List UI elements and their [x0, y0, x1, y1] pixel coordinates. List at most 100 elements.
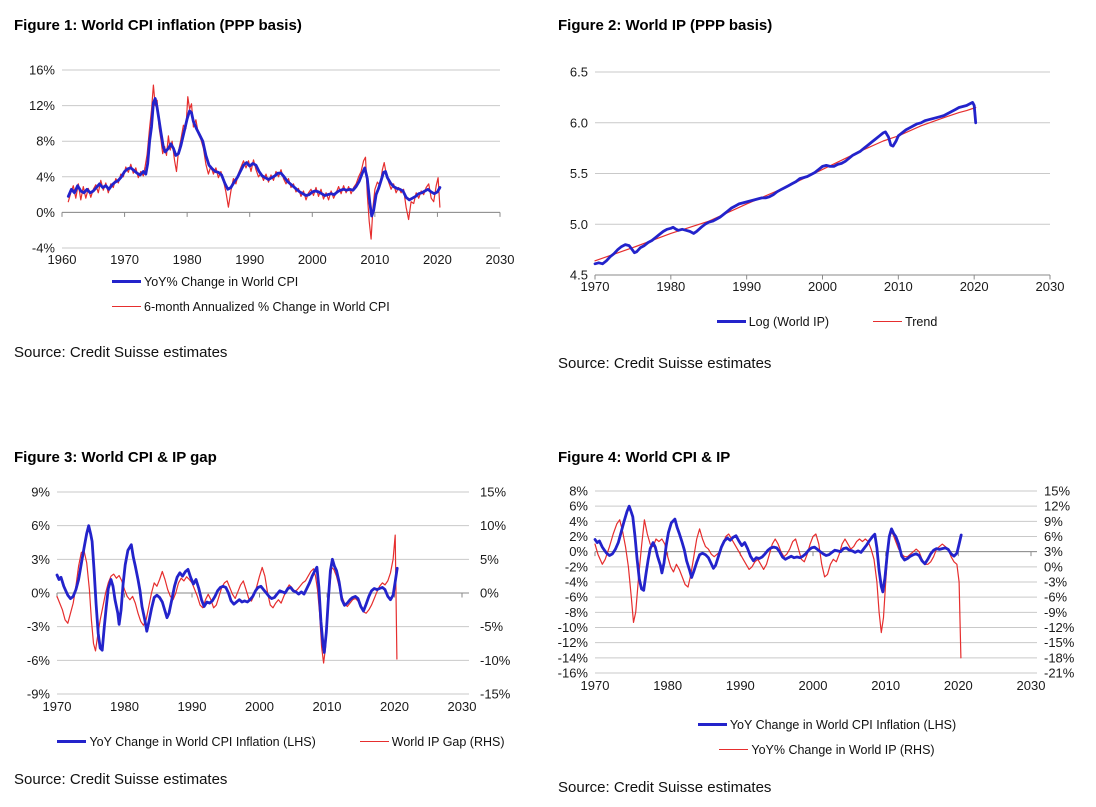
legend-label: Log (World IP) [748, 314, 830, 329]
series-line-red [67, 84, 441, 240]
figure1-legend: YoY% Change in World CPI 6-month Annualiz… [14, 272, 548, 316]
y-axis-tick-label: 4% [36, 169, 55, 184]
y2-axis-tick-label: -9% [1044, 605, 1068, 620]
y2-axis-tick-label: 15% [1044, 484, 1070, 499]
legend-label: 6-month Annualized % Change in World CPI [144, 299, 390, 314]
y-axis-tick-label: 9% [31, 485, 50, 500]
x-axis-tick-label: 2000 [799, 678, 828, 693]
x-axis-tick-label: 2030 [1017, 678, 1046, 693]
figure4-source: Source: Credit Suisse estimates [558, 779, 772, 796]
x-axis-tick-label: 2020 [380, 699, 409, 714]
y-axis-tick-label: 6.0 [570, 115, 588, 130]
legend-item: YoY Change in World CPI Inflation (LHS) [57, 735, 316, 749]
x-axis-tick-label: 2010 [313, 699, 342, 714]
y-axis-tick-label: -10% [558, 620, 588, 635]
y2-axis-tick-label: -12% [1044, 620, 1075, 635]
legend-row: YoY Change in World CPI Inflation (LHS) W… [14, 732, 548, 751]
x-axis-tick-label: 2000 [808, 279, 837, 294]
figure2-title: Figure 2: World IP (PPP basis) [558, 17, 773, 34]
y-axis-tick-label: 4% [569, 514, 588, 529]
legend-label: YoY% Change in World CPI [144, 274, 299, 289]
series-line-red [594, 106, 977, 262]
y2-axis-tick-label: -5% [480, 619, 504, 634]
y-axis-tick-label: 2% [569, 529, 588, 544]
figure4-title: Figure 4: World CPI & IP [558, 449, 731, 466]
y-axis-tick-label: -6% [565, 590, 589, 605]
legend-line-sample [112, 279, 141, 284]
x-axis-tick-label: 1960 [48, 252, 77, 267]
series-line-blue [55, 524, 399, 654]
x-axis-tick-label: 1970 [110, 252, 139, 267]
series-line-blue [593, 504, 963, 594]
x-axis-tick-label: 2000 [298, 252, 327, 267]
x-axis-tick-label: 1980 [656, 279, 685, 294]
legend-line-sample [359, 740, 389, 743]
legend-item: YoY% Change in World IP (RHS) [719, 743, 935, 757]
figure4-panel: Figure 4: World CPI & IP 8% 15% 6% 12% 4% 9% 2… [548, 434, 1096, 807]
legend-label: Trend [905, 314, 938, 329]
y2-axis-tick-label: -15% [1044, 635, 1075, 650]
y-axis-tick-label: -4% [32, 241, 56, 256]
y-axis-tick-label: -16% [558, 666, 588, 681]
x-axis-tick-label: 1970 [43, 699, 72, 714]
y2-axis-tick-label: 0% [1044, 559, 1063, 574]
y-axis-tick-label: -14% [558, 650, 588, 665]
y2-axis-tick-label: -10% [480, 653, 511, 668]
figure1-chart: 16% 12% 8% 4% 0% -4%1960 1970 1980 1990 2000 2010 2… [29, 63, 514, 268]
y2-axis-tick-label: -21% [1044, 666, 1075, 681]
x-axis-tick-label: 1990 [235, 252, 264, 267]
x-axis-tick-label: 2000 [245, 699, 274, 714]
legend-item: World IP Gap (RHS) [359, 734, 505, 749]
x-axis-tick-label: 1990 [726, 678, 755, 693]
y-axis-tick-label: 8% [569, 484, 588, 499]
y-axis-tick-label: 0% [569, 544, 588, 559]
legend-label: World IP Gap (RHS) [391, 734, 505, 749]
x-axis-tick-label: 2020 [423, 252, 452, 267]
y-axis-tick-label: 5.0 [570, 217, 588, 232]
figure2-panel: Figure 2: World IP (PPP basis) 6.5 6.0 5.5… [548, 0, 1096, 434]
legend-item: Trend [873, 315, 937, 329]
legend-item: YoY% Change in World CPI [112, 275, 298, 289]
x-axis-tick-label: 1980 [110, 699, 139, 714]
legend-item: YoY Change in World CPI Inflation (LHS) [697, 717, 957, 732]
series-line-red [594, 519, 962, 659]
x-axis-tick-label: 2020 [944, 678, 973, 693]
y2-axis-tick-label: 5% [480, 552, 499, 567]
y-axis-tick-label: 3% [31, 552, 50, 567]
legend-line-sample [697, 722, 727, 727]
x-axis-tick-label: 1970 [581, 678, 610, 693]
legend-row: YoY% Change in World IP (RHS) [558, 740, 1096, 759]
y-axis-tick-label: -6% [27, 653, 51, 668]
x-axis-tick-label: 2010 [871, 678, 900, 693]
y2-axis-tick-label: 15% [480, 485, 506, 500]
x-axis-tick-label: 2010 [884, 279, 913, 294]
y-axis-tick-label: -9% [27, 687, 51, 702]
y2-axis-tick-label: 9% [1044, 514, 1063, 529]
figure3-legend: YoY Change in World CPI Inflation (LHS) W… [14, 732, 548, 751]
y-axis-tick-label: -4% [565, 575, 589, 590]
y-axis-tick-label: -8% [565, 605, 589, 620]
x-axis-tick-label: 2030 [1036, 279, 1065, 294]
y2-axis-tick-label: 0% [480, 586, 499, 601]
y2-axis-tick-label: -15% [480, 687, 511, 702]
y-axis-tick-label: -12% [558, 635, 588, 650]
figure3-title: Figure 3: World CPI & IP gap [14, 449, 217, 466]
y2-axis-tick-label: 10% [480, 518, 506, 533]
y-axis-tick-label: 4.5 [570, 268, 588, 283]
figure1-panel: Figure 1: World CPI inflation (PPP basis… [0, 0, 548, 434]
y-axis-tick-label: 8% [36, 134, 55, 149]
legend-item: 6-month Annualized % Change in World CPI [112, 300, 390, 314]
figure3-source: Source: Credit Suisse estimates [14, 771, 228, 788]
legend-label: YoY Change in World CPI Inflation (LHS) [729, 717, 957, 732]
x-axis-tick-label: 2020 [960, 279, 989, 294]
figure1-title: Figure 1: World CPI inflation (PPP basis… [14, 17, 302, 34]
legend-line-sample [112, 305, 141, 308]
y-axis-tick-label: 6.5 [570, 65, 588, 80]
y2-axis-tick-label: 12% [1044, 499, 1070, 514]
y2-axis-tick-label: 3% [1044, 544, 1063, 559]
y-axis-tick-label: 16% [29, 63, 55, 78]
y-axis-tick-label: 6% [31, 518, 50, 533]
figure4-chart: 8% 15%6% 12%4% 9%2% 6%0% 3%-2% 0%-4% -3%-6% -6%-… [558, 484, 1075, 694]
